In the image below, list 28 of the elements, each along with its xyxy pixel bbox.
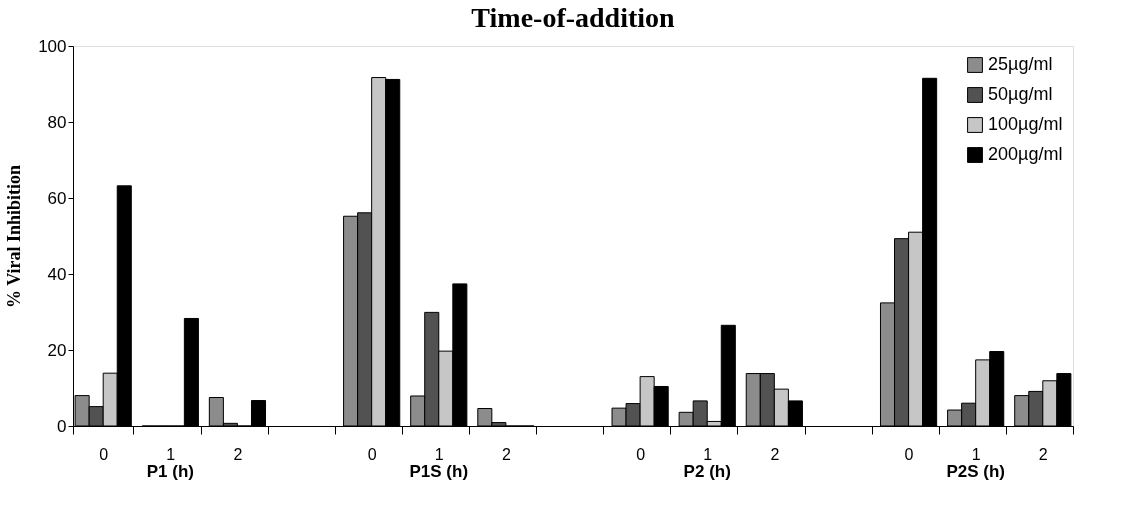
x-tick-label: 2 (1038, 445, 1048, 463)
y-tick-label: 0 (57, 416, 67, 436)
y-tick-label: 20 (47, 340, 67, 360)
x-tick-label: 0 (367, 445, 377, 463)
legend-label: 200µg/ml (988, 144, 1063, 164)
text: P1 (h) (146, 462, 194, 481)
text: P2S (h) (946, 462, 1005, 481)
y-tick-label: 40 (47, 264, 67, 284)
x-tick-label: 1 (971, 445, 981, 463)
y-axis-title: % Viral Inhibition (4, 164, 25, 309)
y-tick-label: 60 (47, 188, 67, 208)
chart-title: Time-of-addition (471, 2, 676, 33)
x-tick-label: 1 (434, 445, 444, 463)
y-tick-label: 80 (47, 112, 67, 132)
legend-label: 25µg/ml (988, 54, 1053, 74)
x-tick-label: 1 (703, 445, 713, 463)
x-tick-label: 0 (99, 445, 109, 463)
legend-label: 50µg/ml (988, 84, 1053, 104)
legend-label: 100µg/ml (988, 114, 1063, 134)
x-tick-label: 2 (233, 445, 243, 463)
x-tick-label: 2 (501, 445, 511, 463)
text: P2 (h) (683, 462, 731, 481)
x-tick-label: 2 (770, 445, 780, 463)
x-tick-label: 0 (904, 445, 914, 463)
x-tick-label: 0 (636, 445, 646, 463)
text: P1S (h) (409, 462, 469, 481)
x-tick-label: 1 (166, 445, 176, 463)
y-tick-label: 100 (38, 36, 67, 56)
